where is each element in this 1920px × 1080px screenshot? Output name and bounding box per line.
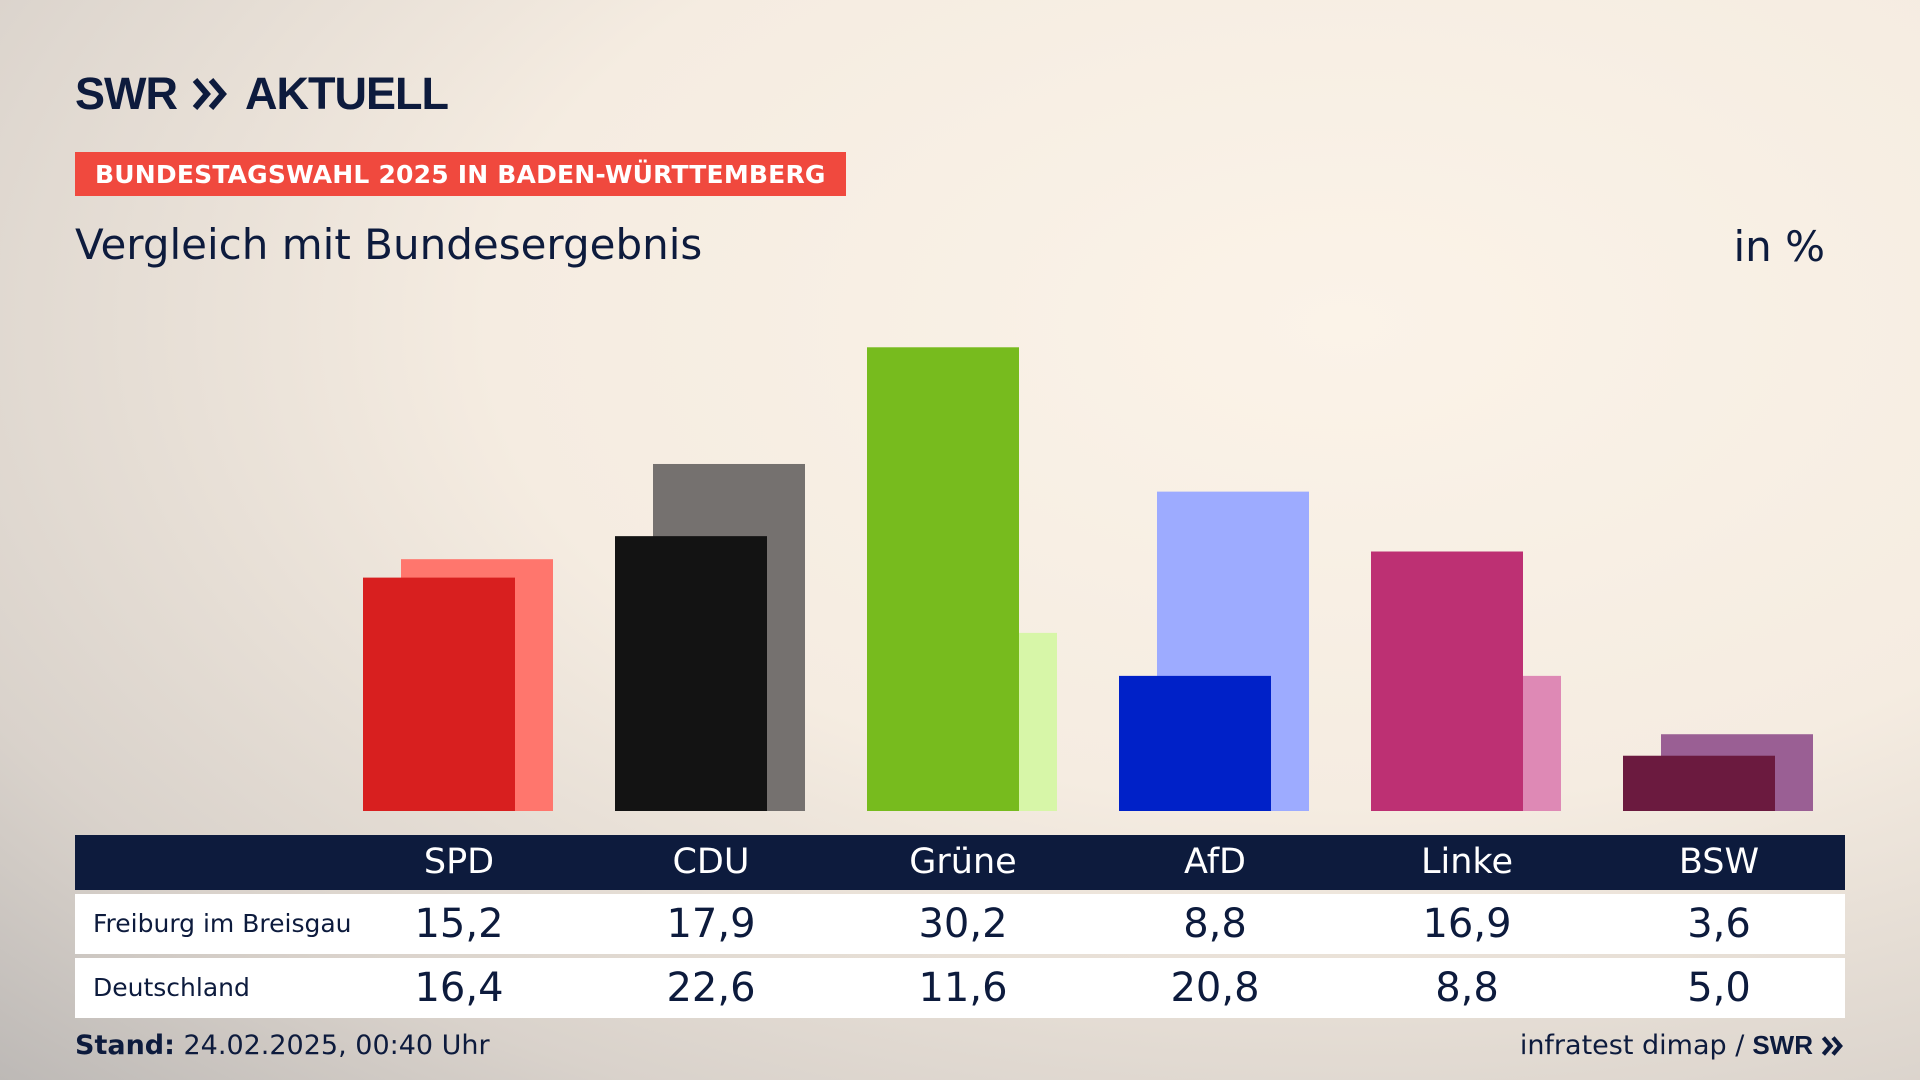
table-cell: 22,6: [666, 965, 756, 1011]
chart-subtitle: Vergleich mit Bundesergebnis: [75, 220, 703, 269]
table-row-deutschland: Deutschland 16,4 22,6 11,6 20,8 8,8 5,0: [75, 958, 1845, 1018]
results-table: SPD CDU Grüne AfD Linke BSW Freiburg im …: [75, 835, 1845, 1018]
table-cell: 11,6: [918, 965, 1008, 1011]
bar-freiburg-afd: [1119, 675, 1271, 811]
table-cell: 5,0: [1687, 965, 1751, 1011]
party-header-gruene: Grüne: [909, 842, 1017, 882]
party-header-linke: Linke: [1421, 842, 1513, 882]
party-header-afd: AfD: [1184, 842, 1246, 882]
row-label: Freiburg im Breisgau: [93, 909, 352, 938]
table-cell: 15,2: [414, 901, 504, 947]
table-cell: 16,9: [1422, 901, 1512, 947]
swr-mini-logo: SWR: [1752, 1030, 1813, 1060]
table-header: SPD CDU Grüne AfD Linke BSW: [75, 835, 1845, 890]
table-cell: 3,6: [1687, 901, 1751, 947]
bar-freiburg-cdu: [615, 536, 767, 811]
double-chevron-icon: [192, 78, 227, 110]
brand-text: SWR: [75, 68, 178, 119]
table-cell: 8,8: [1183, 901, 1247, 947]
bar-freiburg-spd: [363, 577, 515, 811]
table-cell: 20,8: [1170, 965, 1260, 1011]
bar-freiburg-linke: [1371, 551, 1523, 811]
table-cell: 16,4: [414, 965, 504, 1011]
section-text: AKTUELL: [245, 68, 449, 119]
row-label: Deutschland: [93, 973, 250, 1002]
table-cell: 17,9: [666, 901, 756, 947]
party-header-bsw: BSW: [1678, 842, 1760, 882]
election-banner: BUNDESTAGSWAHL 2025 IN BADEN-WÜRTTEMBERG: [75, 152, 846, 196]
party-header-cdu: CDU: [672, 842, 750, 882]
table-cell: 30,2: [918, 901, 1008, 947]
source-text: infratest dimap /: [1519, 1030, 1745, 1061]
bar-freiburg-bsw: [1623, 755, 1775, 811]
double-chevron-icon: [1821, 1035, 1843, 1056]
swr-aktuell-logo: SWR AKTUELL: [75, 68, 449, 120]
table-row-freiburg: Freiburg im Breisgau 15,2 17,9 30,2 8,8 …: [75, 894, 1845, 954]
stand-value: 24.02.2025, 00:40 Uhr: [174, 1030, 490, 1061]
table-cell: 8,8: [1435, 965, 1499, 1011]
stand-label: Stand:: [75, 1030, 175, 1061]
unit-label: in %: [1733, 222, 1825, 271]
source-credit: infratest dimap / SWR: [1520, 1030, 1845, 1061]
bar-freiburg-grüne: [867, 347, 1019, 811]
timestamp: Stand: 24.02.2025, 00:40 Uhr: [75, 1030, 490, 1061]
party-header-spd: SPD: [423, 842, 495, 882]
